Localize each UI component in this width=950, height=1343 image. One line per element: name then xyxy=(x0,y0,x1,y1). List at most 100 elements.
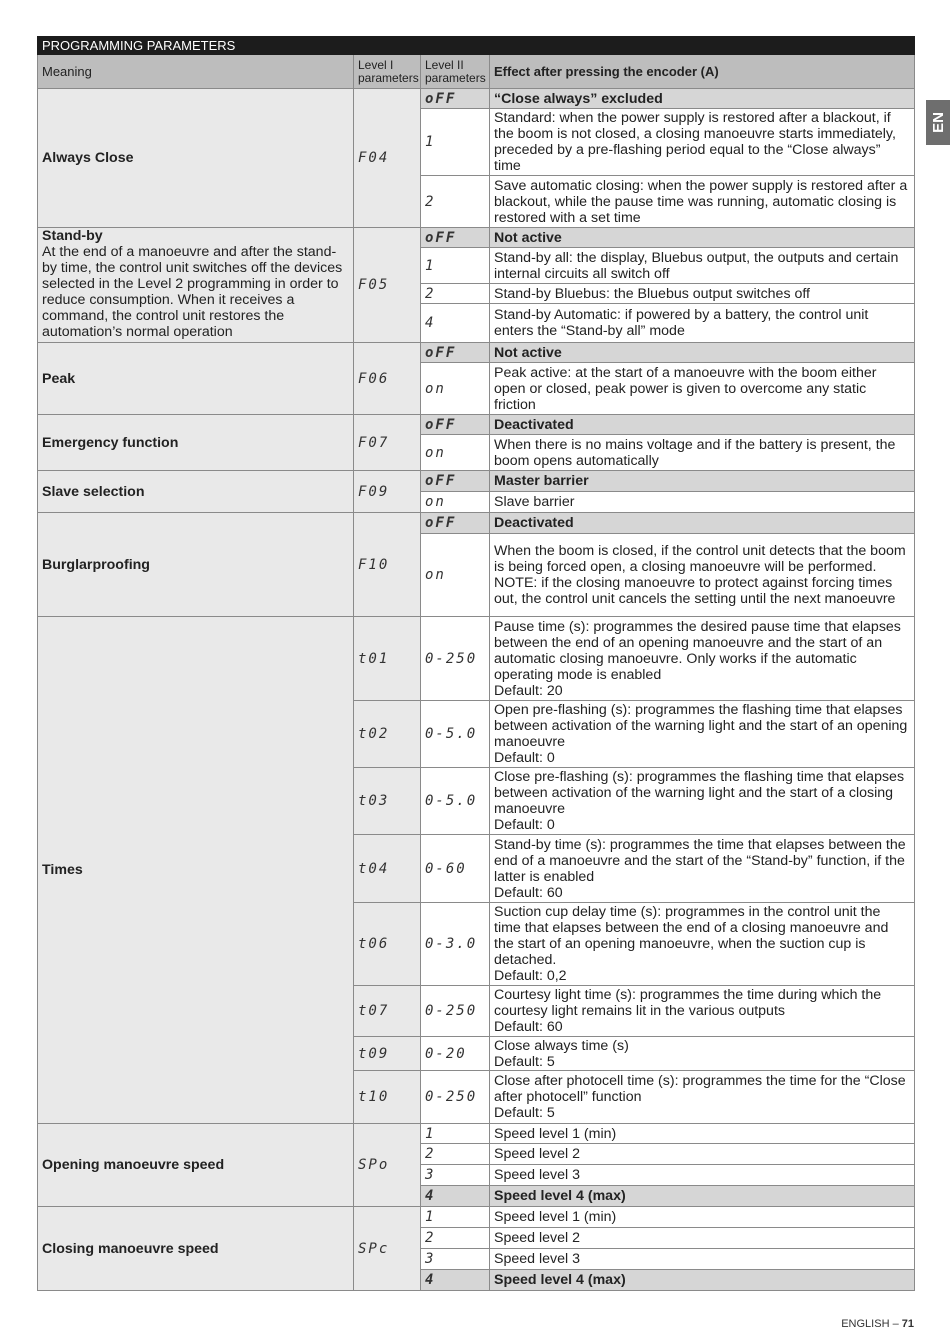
effect-cell: Stand-by Automatic: if powered by a batt… xyxy=(488,303,916,343)
level2-value: oFF xyxy=(420,88,490,109)
level2-value: on xyxy=(420,533,490,617)
level2-value: 0-250 xyxy=(420,616,490,701)
effect-text: Stand-by time (s): programmes the time t… xyxy=(494,836,906,885)
effect-cell: Speed level 1 (min) xyxy=(488,1123,916,1144)
meaning-cell: Times xyxy=(37,616,354,1124)
level1-parameter: SPc xyxy=(353,1206,421,1291)
effect-cell: Slave barrier xyxy=(488,491,916,513)
meaning-cell: Stand-by At the end of a manoeuvre and af… xyxy=(37,227,354,343)
effect-cell: When there is no mains voltage and if th… xyxy=(488,434,916,471)
table-row: Slave selection F09 oFF Master barrier xyxy=(37,470,916,513)
level2-value: 4 xyxy=(420,1185,490,1207)
effect-text: Speed level 3 xyxy=(494,1167,580,1183)
table-row: on When the boom is closed, if the contro… xyxy=(38,533,916,617)
effect-cell: Speed level 3 xyxy=(488,1248,916,1270)
effect-cell: Speed level 3 xyxy=(488,1164,916,1186)
header-level2: Level II parameters xyxy=(420,54,490,89)
meaning-cell: Peak xyxy=(37,342,354,415)
effect-text: Stand-by Automatic: if powered by a batt… xyxy=(494,307,869,339)
level1-parameter: F04 xyxy=(353,88,421,228)
effect-cell: Not active xyxy=(488,227,916,248)
effect-cell: Speed level 4 (max) xyxy=(488,1185,916,1207)
table-row: t06 0-3.0 Suction cup delay time (s): prog… xyxy=(38,902,916,986)
effect-text: Close always time (s) xyxy=(494,1037,629,1054)
effect-default: Default: 5 xyxy=(494,1053,555,1070)
level2-value: oFF xyxy=(420,342,490,363)
level2-value: on xyxy=(420,434,490,471)
level1-parameter: t10 xyxy=(353,1070,421,1124)
effect-text: Speed level 4 (max) xyxy=(494,1272,626,1288)
level2-value: 0-250 xyxy=(420,1070,490,1124)
effect-text: Close after photocell time (s): programm… xyxy=(494,1073,906,1105)
table-row: 4 Stand-by Automatic: if powered by a bat… xyxy=(38,303,916,343)
level2-value: 1 xyxy=(420,108,490,176)
effect-text: Speed level 4 (max) xyxy=(494,1188,626,1204)
table-row: 2 Stand-by Bluebus: the Bluebus output sw… xyxy=(38,283,916,304)
effect-cell: Close after photocell time (s): programm… xyxy=(488,1070,916,1124)
level2-value: 0-5.0 xyxy=(420,700,490,768)
header-level1: Level I parameters xyxy=(353,54,421,89)
level2-value: 0-5.0 xyxy=(420,767,490,835)
effect-text: Speed level 3 xyxy=(494,1251,580,1267)
table-row: t03 0-5.0 Close pre-flashing (s): programm… xyxy=(38,767,916,835)
meaning-title: Slave selection xyxy=(42,483,145,500)
effect-cell: Deactivated xyxy=(488,414,916,435)
table-row: Times t01 0-250 Pause time (s): programmes … xyxy=(37,616,916,1124)
meaning-title: Stand-by xyxy=(42,228,103,244)
level2-value: on xyxy=(420,491,490,513)
level2-value: oFF xyxy=(420,470,490,492)
effect-cell: Stand-by Bluebus: the Bluebus output swi… xyxy=(488,283,916,304)
level2-value: on xyxy=(420,362,490,415)
table-row: 1 Stand-by all: the display, Bluebus outp… xyxy=(38,247,916,284)
effect-text: Close pre-flashing (s): programmes the f… xyxy=(494,769,905,817)
effect-default: Default: 5 xyxy=(494,1105,555,1121)
programming-parameters-table-wrapper: PROGRAMMING PARAMETERS Meaning Level I p… xyxy=(36,36,916,1291)
level2-value: 3 xyxy=(420,1164,490,1186)
table-row: Always Close F04 oFF “Close always” exclude… xyxy=(37,88,916,228)
meaning-cell: Burglarproofing xyxy=(37,512,354,617)
table-row: Peak F06 oFF Not active xyxy=(37,342,916,415)
effect-text: Not active xyxy=(494,229,562,246)
table-row: 2 Speed level 2 xyxy=(38,1143,916,1165)
effect-text: Stand-by Bluebus: the Bluebus output swi… xyxy=(494,285,811,302)
effect-cell: Close pre-flashing (s): programmes the f… xyxy=(488,767,916,835)
table-row: 4 Speed level 4 (max) xyxy=(38,1269,916,1291)
meaning-cell: Emergency function xyxy=(37,414,354,471)
level1-parameter: t03 xyxy=(353,767,421,835)
level2-value: 0-20 xyxy=(420,1036,490,1071)
effect-cell: Peak active: at the start of a manoeuvre… xyxy=(488,362,916,415)
level1-parameter: SPo xyxy=(353,1123,421,1207)
table-row: 2 Speed level 2 xyxy=(38,1227,916,1249)
level2-value: 2 xyxy=(420,283,490,304)
effect-cell: Stand-by all: the display, Bluebus outpu… xyxy=(488,247,916,284)
header-meaning: Meaning xyxy=(37,54,354,89)
effect-text: Courtesy light time (s): programmes the … xyxy=(494,987,882,1019)
level1-parameter: F06 xyxy=(353,342,421,415)
effect-text: Speed level 2 xyxy=(494,1146,580,1162)
level2-value: 0-3.0 xyxy=(420,902,490,986)
meaning-title: Burglarproofing xyxy=(42,556,150,573)
effect-cell: Deactivated xyxy=(488,512,916,534)
effect-default: Default: 60 xyxy=(494,884,563,901)
level2-value: 4 xyxy=(420,303,490,343)
effect-text: Master barrier xyxy=(494,473,589,489)
effect-text: “Close always” excluded xyxy=(494,90,663,107)
level1-parameter: F10 xyxy=(353,512,421,617)
meaning-title: Closing manoeuvre speed xyxy=(42,1240,219,1257)
effect-cell: Speed level 4 (max) xyxy=(488,1269,916,1291)
level1-parameter: t06 xyxy=(353,902,421,986)
table-title: PROGRAMMING PARAMETERS xyxy=(36,36,916,55)
effect-default: Default: 20 xyxy=(494,682,563,699)
effect-cell: Open pre-flashing (s): programmes the fl… xyxy=(488,700,916,768)
level2-value: 1 xyxy=(420,1123,490,1144)
effect-text: Deactivated xyxy=(494,416,574,433)
meaning-title: Peak xyxy=(42,370,76,387)
level2-value: 1 xyxy=(420,247,490,284)
meaning-title: Times xyxy=(42,862,83,878)
meaning-title: Always Close xyxy=(42,150,134,166)
effect-cell: Speed level 1 (min) xyxy=(488,1206,916,1228)
header-effect: Effect after pressing the encoder (A) xyxy=(488,54,916,89)
effect-default: Default: 0 xyxy=(494,817,555,833)
table-row: t04 0-60 Stand-by time (s): programmes the… xyxy=(38,834,916,903)
table-row: Burglarproofing F10 oFF Deactivated xyxy=(37,512,916,617)
